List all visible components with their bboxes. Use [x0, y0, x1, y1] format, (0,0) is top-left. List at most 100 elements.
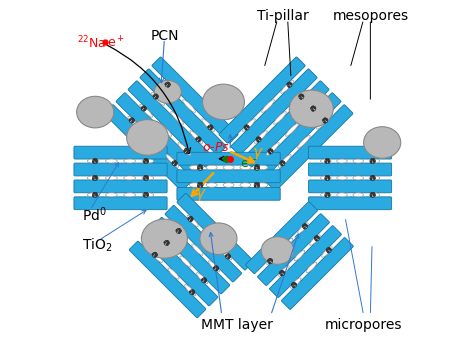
Circle shape — [286, 83, 289, 85]
FancyBboxPatch shape — [219, 57, 305, 143]
Circle shape — [143, 108, 146, 111]
Circle shape — [254, 185, 256, 187]
Ellipse shape — [291, 278, 301, 288]
Circle shape — [373, 194, 375, 197]
Ellipse shape — [106, 159, 118, 163]
FancyBboxPatch shape — [309, 163, 392, 176]
Ellipse shape — [182, 100, 195, 113]
Ellipse shape — [293, 93, 305, 105]
Circle shape — [290, 83, 292, 85]
Circle shape — [370, 178, 373, 180]
Circle shape — [198, 165, 201, 167]
Circle shape — [190, 290, 195, 295]
Circle shape — [196, 137, 201, 142]
Ellipse shape — [353, 176, 364, 180]
Ellipse shape — [257, 165, 268, 170]
Circle shape — [257, 140, 260, 143]
Circle shape — [280, 274, 283, 276]
Text: e$^-$: e$^-$ — [240, 158, 257, 171]
Circle shape — [255, 138, 258, 140]
FancyBboxPatch shape — [246, 202, 318, 274]
Ellipse shape — [220, 249, 232, 260]
Circle shape — [254, 182, 260, 188]
FancyBboxPatch shape — [270, 226, 341, 298]
Circle shape — [92, 159, 98, 164]
Ellipse shape — [353, 159, 364, 163]
Ellipse shape — [152, 93, 164, 105]
Circle shape — [164, 83, 167, 85]
Ellipse shape — [87, 176, 99, 180]
Ellipse shape — [106, 193, 118, 197]
Text: $\gamma$: $\gamma$ — [195, 187, 207, 203]
Ellipse shape — [140, 104, 153, 117]
FancyBboxPatch shape — [267, 105, 353, 191]
Circle shape — [259, 137, 261, 140]
Circle shape — [144, 192, 149, 197]
FancyBboxPatch shape — [177, 152, 280, 165]
Circle shape — [256, 165, 259, 167]
Circle shape — [179, 230, 182, 232]
Circle shape — [92, 178, 95, 180]
Ellipse shape — [187, 215, 198, 226]
Ellipse shape — [127, 120, 168, 155]
Circle shape — [269, 148, 272, 151]
Circle shape — [323, 121, 326, 124]
Circle shape — [155, 97, 158, 99]
Circle shape — [201, 279, 204, 281]
Circle shape — [191, 218, 193, 220]
Circle shape — [215, 265, 218, 268]
Ellipse shape — [206, 165, 217, 170]
Circle shape — [269, 258, 271, 261]
Ellipse shape — [320, 176, 331, 180]
Ellipse shape — [267, 254, 277, 264]
Circle shape — [267, 259, 270, 262]
Circle shape — [95, 175, 97, 178]
Circle shape — [189, 291, 191, 293]
Text: TiO$_2$: TiO$_2$ — [82, 237, 112, 254]
Circle shape — [203, 280, 206, 283]
Circle shape — [329, 248, 331, 251]
Circle shape — [226, 254, 230, 259]
Ellipse shape — [189, 183, 201, 187]
Circle shape — [325, 175, 328, 178]
Circle shape — [175, 229, 178, 232]
Text: PCN: PCN — [150, 29, 179, 43]
Circle shape — [257, 136, 260, 139]
Circle shape — [373, 177, 375, 180]
Circle shape — [313, 106, 316, 109]
Circle shape — [280, 271, 284, 276]
Circle shape — [201, 167, 203, 170]
Circle shape — [328, 194, 330, 197]
Circle shape — [227, 257, 230, 259]
Ellipse shape — [142, 193, 154, 197]
Circle shape — [370, 161, 373, 163]
Ellipse shape — [281, 81, 293, 93]
Circle shape — [146, 194, 149, 197]
Circle shape — [257, 184, 260, 187]
Circle shape — [201, 278, 207, 283]
Circle shape — [373, 192, 375, 195]
Circle shape — [324, 161, 327, 163]
Circle shape — [373, 175, 375, 178]
FancyBboxPatch shape — [116, 93, 202, 179]
Circle shape — [183, 149, 186, 152]
Circle shape — [141, 107, 143, 109]
Ellipse shape — [124, 159, 136, 163]
Circle shape — [270, 259, 273, 262]
Circle shape — [325, 175, 330, 180]
Ellipse shape — [178, 143, 191, 155]
Circle shape — [153, 94, 158, 99]
Ellipse shape — [278, 155, 291, 167]
Circle shape — [198, 139, 201, 142]
Circle shape — [188, 216, 193, 221]
Circle shape — [155, 94, 157, 96]
Circle shape — [146, 175, 148, 178]
FancyBboxPatch shape — [309, 146, 392, 159]
Ellipse shape — [261, 237, 294, 264]
Ellipse shape — [171, 112, 183, 124]
Circle shape — [190, 216, 192, 219]
Circle shape — [131, 121, 134, 123]
Circle shape — [143, 195, 146, 197]
Circle shape — [95, 192, 97, 195]
Circle shape — [327, 192, 330, 195]
